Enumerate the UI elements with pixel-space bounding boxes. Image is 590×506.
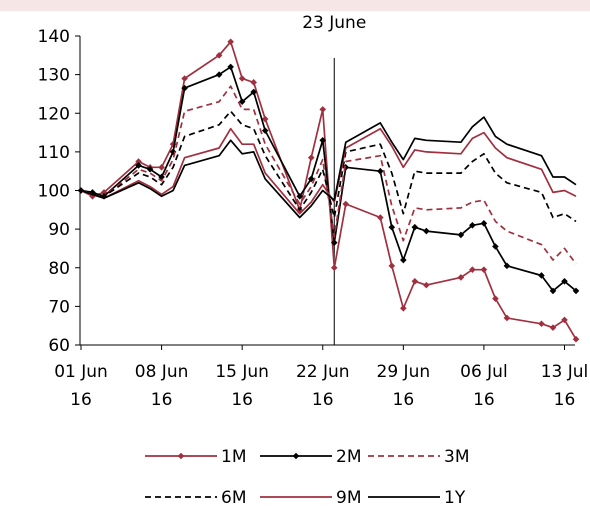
data-point-1m xyxy=(181,75,188,82)
y-tick-label: 70 xyxy=(48,297,70,317)
data-point-2m xyxy=(538,272,545,279)
data-point-2m xyxy=(400,256,407,264)
data-point-2m xyxy=(457,231,465,239)
data-point-2m xyxy=(492,243,499,250)
data-point-1m xyxy=(457,274,465,281)
x-tick-label: 22 Jun xyxy=(296,362,350,382)
data-point-1m xyxy=(158,164,165,171)
data-point-1m xyxy=(238,75,246,82)
data-point-2m xyxy=(146,165,154,173)
data-point-2m xyxy=(377,167,384,175)
y-tick-label: 80 xyxy=(48,259,70,279)
data-point-1m xyxy=(169,140,177,148)
data-point-2m xyxy=(261,127,269,134)
data-point-2m xyxy=(330,239,338,246)
legend-label-9m: 9M xyxy=(336,488,361,506)
legend-marker-1m xyxy=(177,452,185,460)
data-point-2m xyxy=(319,136,327,144)
x-tick-label-year: 16 xyxy=(554,390,576,410)
data-point-1m xyxy=(400,305,407,312)
data-point-2m xyxy=(181,84,188,92)
data-point-1m xyxy=(250,79,257,86)
data-point-1m xyxy=(423,281,430,289)
legend-label-3m: 3M xyxy=(444,447,469,467)
data-point-1m xyxy=(411,277,419,285)
data-point-1m xyxy=(469,266,476,273)
top-color-band xyxy=(0,0,590,11)
data-point-2m xyxy=(135,162,142,169)
x-tick-label-year: 16 xyxy=(231,390,253,410)
data-point-1m xyxy=(503,314,511,322)
data-point-2m xyxy=(469,221,476,229)
data-point-1m xyxy=(215,52,223,59)
x-tick-label: 29 Jun xyxy=(377,362,431,382)
annotation-label: 23 June xyxy=(302,13,366,33)
legend-label-1m: 1M xyxy=(221,447,246,467)
data-point-2m xyxy=(89,189,96,196)
data-point-1m xyxy=(549,324,557,331)
data-point-1m xyxy=(89,192,96,200)
data-point-1m xyxy=(377,214,384,221)
data-point-2m xyxy=(388,223,396,231)
series-line-9m xyxy=(80,127,577,215)
data-point-2m xyxy=(549,287,557,295)
data-point-1m xyxy=(319,106,327,113)
data-point-2m xyxy=(423,227,430,235)
y-tick-label: 130 xyxy=(38,66,70,86)
series-line-6m xyxy=(80,110,577,223)
data-point-2m xyxy=(215,71,223,78)
data-point-1m xyxy=(480,266,488,273)
data-point-1m xyxy=(492,295,499,302)
data-point-2m xyxy=(227,63,234,71)
series-line-3m xyxy=(80,85,577,265)
x-tick-label-year: 16 xyxy=(151,390,173,410)
data-point-2m xyxy=(503,262,511,270)
data-point-2m xyxy=(572,287,580,295)
data-point-2m xyxy=(238,98,246,105)
data-point-1m xyxy=(538,320,545,328)
x-tick-label: 08 Jun xyxy=(135,362,189,382)
legend-label-1y: 1Y xyxy=(444,488,466,506)
y-tick-label: 140 xyxy=(38,27,70,47)
data-point-1m xyxy=(261,115,269,123)
x-tick-label-year: 16 xyxy=(393,390,415,410)
x-tick-label: 13 Jul xyxy=(541,362,589,382)
legend-marker-2m xyxy=(292,452,300,460)
y-tick-label: 100 xyxy=(38,182,70,202)
data-point-1m xyxy=(135,158,142,165)
data-point-2m xyxy=(307,175,315,183)
data-point-1m xyxy=(388,262,396,270)
x-tick-label: 06 Jul xyxy=(460,362,508,382)
y-tick-label: 90 xyxy=(48,220,70,240)
data-point-2m xyxy=(250,88,257,96)
data-point-1m xyxy=(572,335,580,343)
data-point-1m xyxy=(330,264,338,272)
data-point-2m xyxy=(158,173,165,181)
data-point-1m xyxy=(561,316,568,324)
legend-label-6m: 6M xyxy=(221,488,246,506)
data-point-1m xyxy=(342,200,350,208)
x-tick-label-year: 16 xyxy=(312,390,334,410)
data-point-1m xyxy=(307,154,315,161)
y-tick-label: 60 xyxy=(48,336,70,356)
data-point-2m xyxy=(561,277,568,285)
data-point-2m xyxy=(296,192,304,200)
data-point-1m xyxy=(100,189,108,196)
series-line-1y xyxy=(80,116,577,219)
x-tick-label-year: 16 xyxy=(473,390,495,410)
y-tick-label: 110 xyxy=(38,143,70,163)
y-tick-label: 120 xyxy=(38,104,70,124)
x-tick-label-year: 16 xyxy=(70,390,92,410)
data-point-2m xyxy=(480,220,488,227)
data-point-1m xyxy=(227,38,234,46)
x-tick-label: 15 Jun xyxy=(215,362,269,382)
data-point-2m xyxy=(411,223,419,231)
x-tick-label: 01 Jun xyxy=(54,362,108,382)
legend-label-2m: 2M xyxy=(336,447,361,467)
